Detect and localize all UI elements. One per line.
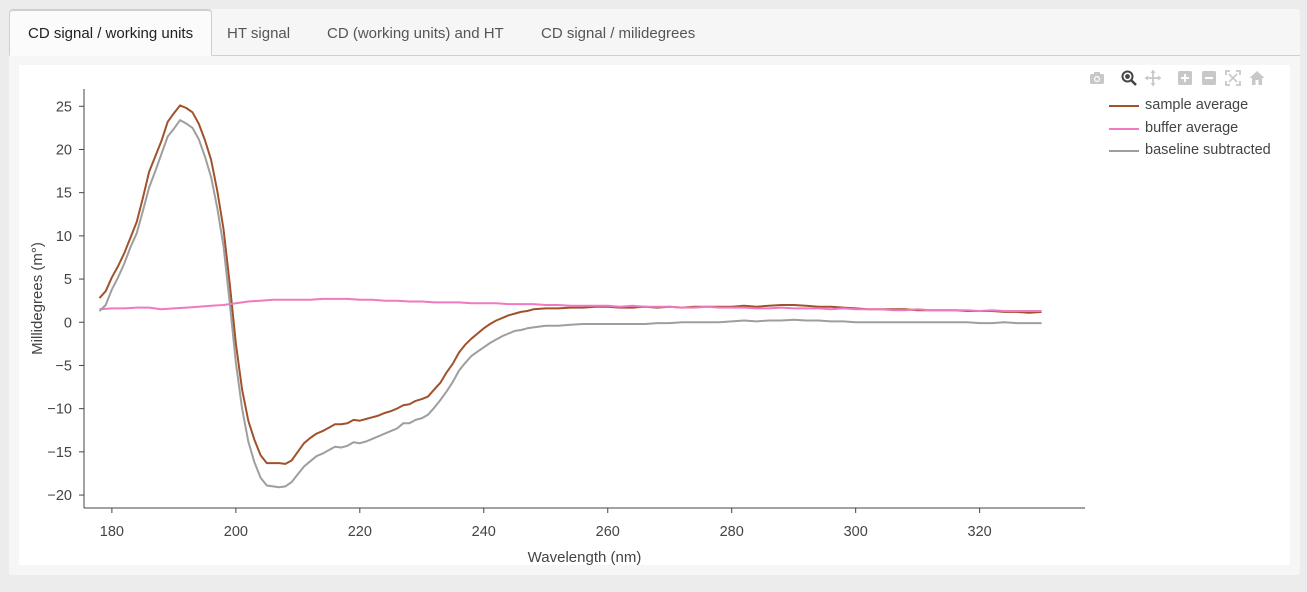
y-tick-label: −20: [47, 488, 72, 504]
x-tick-label: 300: [844, 524, 868, 540]
x-tick-label: 180: [100, 524, 124, 540]
x-axis-title: Wavelength (nm): [528, 549, 642, 565]
x-tick-label: 240: [472, 524, 496, 540]
legend-label: buffer average: [1145, 119, 1239, 136]
sample-average-line: [98, 104, 1042, 465]
legend-label: baseline subtracted: [1145, 142, 1271, 158]
buffer-average-line: [99, 297, 1042, 312]
zoom-out-icon[interactable]: [1200, 69, 1218, 87]
tab-ht-signal[interactable]: HT signal: [227, 25, 291, 42]
legend-swatch-baseline: [1109, 150, 1139, 152]
y-tick-label: 0: [64, 315, 72, 331]
baseline-subtracted-line: [98, 119, 1042, 489]
zoom-icon[interactable]: [1120, 69, 1138, 87]
y-tick-label: −5: [55, 358, 72, 374]
y-tick-label: 5: [64, 272, 72, 288]
y-tick-label: 25: [56, 99, 72, 115]
y-tick-label: −10: [47, 402, 72, 418]
zoom-in-icon[interactable]: [1176, 69, 1194, 87]
autoscale-icon[interactable]: [1224, 69, 1242, 87]
tab-bar: CD signal / working units HT signal CD (…: [9, 9, 1300, 56]
pan-icon[interactable]: [1144, 69, 1162, 87]
plot-area: 25 20 15 10 5 0 −5 −10 −15 −20 180 200 220 240 260 280 3…: [19, 65, 1290, 565]
y-tick-label: −15: [47, 445, 72, 461]
tab-panel: CD signal / working units HT signal CD (…: [9, 9, 1300, 575]
tab-cd-and-ht[interactable]: CD (working units) and HT: [327, 25, 504, 42]
x-tick-label: 260: [596, 524, 620, 540]
reset-axes-icon[interactable]: [1248, 69, 1266, 87]
legend-label: sample average: [1145, 97, 1249, 113]
camera-icon[interactable]: [1088, 69, 1106, 87]
x-tick-label: 280: [720, 524, 744, 540]
y-tick-label: 15: [56, 186, 72, 202]
x-tick-label: 320: [968, 524, 992, 540]
x-tick-label: 220: [348, 524, 372, 540]
y-axis-title: Millidegrees (m°): [29, 242, 46, 355]
tab-cd-working-units[interactable]: CD signal / working units: [9, 9, 213, 56]
tab-cd-millidegrees[interactable]: CD signal / milidegrees: [541, 25, 696, 42]
modebar: [1088, 69, 1278, 87]
legend-swatch-sample: [1109, 105, 1139, 107]
y-tick-label: 10: [56, 229, 72, 245]
cd-chart[interactable]: 25 20 15 10 5 0 −5 −10 −15 −20 180 200 220 240 260 280 3…: [19, 65, 1290, 565]
legend-swatch-buffer: [1109, 127, 1139, 130]
y-tick-label: 20: [56, 142, 72, 158]
x-tick-label: 200: [224, 524, 248, 540]
